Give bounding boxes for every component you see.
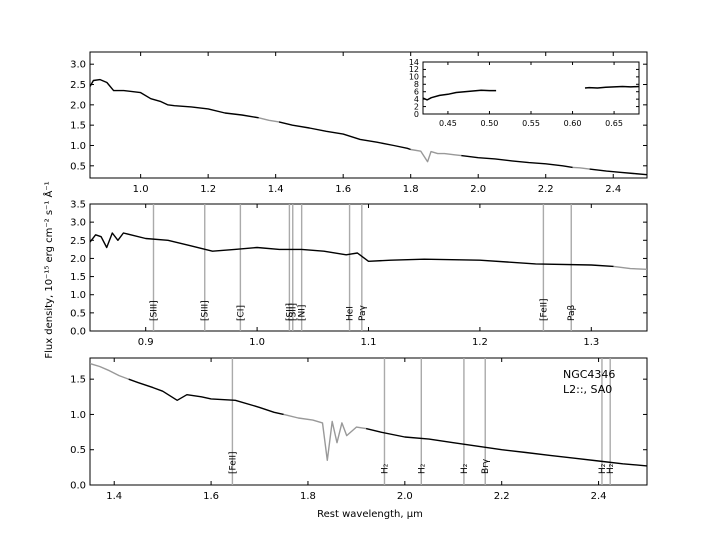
- top-plot-frame: [89, 51, 648, 179]
- bottom-x-tick-label: 1.4: [106, 491, 122, 502]
- inset-spectrum-series: [423, 89, 497, 101]
- bottom-y-tick-label: 1.0: [70, 410, 86, 421]
- bottom-emission-line-label: H₂: [606, 463, 616, 474]
- inset-y-tick-label: 4: [414, 95, 419, 104]
- y-axis-label: Flux density, 10⁻¹⁵ erg cm⁻² s⁻¹ Å⁻¹: [42, 181, 55, 358]
- bottom-emission-line-label: H₂: [380, 463, 390, 474]
- top-x-tick-label: 2.2: [538, 184, 554, 195]
- middle-x-tick-label: 1.3: [583, 337, 599, 348]
- bottom-spectrum-series: [128, 378, 284, 416]
- inset-y-tick-label: 8: [414, 80, 419, 89]
- middle-x-tick-label: 1.2: [472, 337, 488, 348]
- top-spectrum-series: [90, 78, 259, 119]
- middle-emission-line-label: [SII]: [285, 303, 295, 321]
- middle-spectrum-series: [90, 232, 614, 268]
- top-y-tick-label: 1.5: [70, 121, 86, 132]
- middle-y-tick-label: 0.0: [70, 327, 86, 338]
- middle-emission-line-label: Paβ: [567, 304, 577, 321]
- top-spectrum-series: [258, 117, 280, 123]
- inset-spectrum-series: [584, 85, 639, 89]
- top-x-tick-label: 2.0: [470, 184, 486, 195]
- inset-x-tick-label: 0.50: [481, 119, 499, 128]
- middle-emission-line-label: [NI]: [298, 305, 308, 321]
- bottom-x-tick-label: 2.0: [397, 491, 413, 502]
- galaxy-class: L2::, SA0: [563, 383, 612, 396]
- bottom-x-tick-label: 1.8: [300, 491, 316, 502]
- inset-y-tick-label: 6: [414, 88, 419, 97]
- middle-y-tick-label: 0.5: [70, 308, 86, 319]
- bottom-y-tick-label: 1.5: [70, 375, 86, 386]
- bottom-emission-line-label: H₂: [460, 463, 470, 474]
- middle-emission-line-label: [SIII]: [201, 300, 211, 321]
- top-x-tick-label: 1.4: [268, 184, 284, 195]
- middle-y-tick-label: 3.5: [70, 200, 86, 211]
- middle-x-tick-label: 1.1: [361, 337, 377, 348]
- x-axis-label: Rest wavelength, μm: [317, 509, 423, 520]
- middle-emission-line-label: [CI]: [236, 305, 246, 321]
- top-y-tick-label: 3.0: [70, 60, 86, 71]
- bottom-spectrum-series: [365, 427, 647, 467]
- top-panel: 1.0 1.2 1.4 1.6 1.8 2.0 2.2 2.4 0.5 1.0 1.5 2.0 2.5 3…: [70, 51, 648, 195]
- inset-x-tick-label: 0.45: [439, 119, 457, 128]
- bottom-y-tick-label: 0.5: [70, 445, 86, 456]
- top-spectrum-series: [572, 166, 590, 170]
- middle-emission-line-label: [SIII]: [149, 300, 159, 321]
- middle-y-tick-label: 3.0: [70, 218, 86, 229]
- inset-y-tick-label: 14: [409, 58, 419, 67]
- middle-y-tick-label: 2.0: [70, 254, 86, 265]
- top-spectrum-series: [278, 121, 411, 151]
- inset-x-tick-label: 0.55: [522, 119, 540, 128]
- inset-y-tick-label: 2: [414, 102, 419, 111]
- bottom-y-tick-label: 0.0: [70, 481, 86, 492]
- bottom-x-tick-label: 2.2: [494, 491, 510, 502]
- middle-y-tick-label: 2.5: [70, 236, 86, 247]
- bottom-x-tick-label: 1.6: [203, 491, 219, 502]
- bottom-spectrum-series: [90, 362, 129, 380]
- bottom-emission-line-label: Brγ: [481, 458, 491, 474]
- bottom-plot-frame: [89, 357, 648, 486]
- top-x-tick-label: 1.2: [200, 184, 216, 195]
- bottom-spectrum-series: [283, 413, 367, 461]
- middle-x-tick-label: 0.9: [138, 337, 154, 348]
- top-spectrum-series: [589, 168, 647, 176]
- inset-y-tick-label: 0: [414, 110, 419, 119]
- top-y-tick-label: 2.0: [70, 100, 86, 111]
- middle-emission-line-label: [FeII]: [539, 298, 549, 321]
- middle-x-tick-label: 1.0: [249, 337, 265, 348]
- galaxy-name: NGC4346: [563, 368, 615, 381]
- bottom-emission-line-label: [FeII]: [228, 451, 238, 474]
- top-spectrum-series: [461, 154, 573, 169]
- middle-emission-line-label: HeI: [346, 306, 356, 321]
- bottom-x-tick-label: 2.4: [591, 491, 607, 502]
- top-x-tick-label: 1.6: [335, 184, 351, 195]
- middle-panel: [SIII] [SIII] [CI] [SII][SII][NI] HeI Paγ [FeI…: [70, 200, 648, 348]
- top-x-tick-label: 1.8: [403, 184, 419, 195]
- inset-y-tick-label: 10: [409, 73, 419, 82]
- top-spectrum-series: [410, 148, 462, 163]
- middle-y-tick-label: 1.0: [70, 290, 86, 301]
- top-y-tick-label: 1.0: [70, 141, 86, 152]
- top-x-tick-label: 1.0: [133, 184, 149, 195]
- middle-emission-line-label: [SII]: [289, 303, 299, 321]
- middle-plot-frame: [89, 203, 648, 332]
- inset-x-tick-label: 0.60: [564, 119, 582, 128]
- middle-emission-line-label: Paγ: [358, 304, 368, 321]
- bottom-emission-line-label: H₂: [598, 463, 608, 474]
- top-y-tick-label: 2.5: [70, 80, 86, 91]
- top-y-tick-label: 0.5: [70, 161, 86, 172]
- middle-y-tick-label: 1.5: [70, 272, 86, 283]
- inset-y-tick-label: 12: [409, 65, 419, 74]
- bottom-emission-line-label: H₂: [417, 463, 427, 474]
- inset-x-tick-label: 0.65: [605, 119, 623, 128]
- middle-spectrum-series: [613, 265, 647, 270]
- top-x-tick-label: 2.4: [605, 184, 621, 195]
